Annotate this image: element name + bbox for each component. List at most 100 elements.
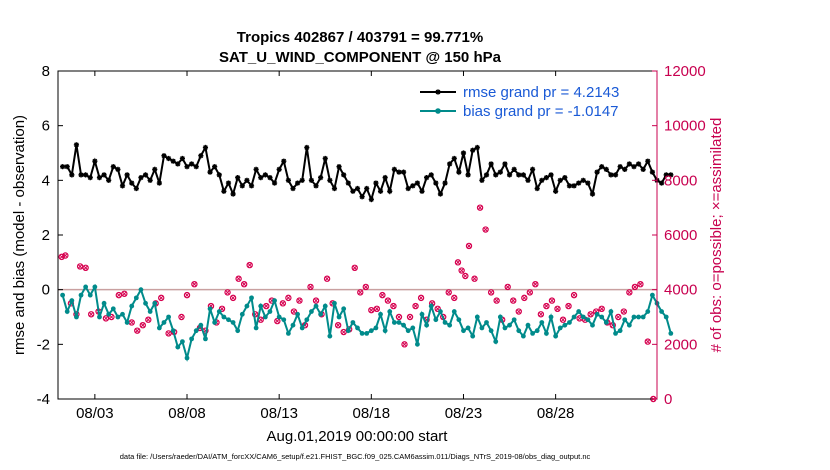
rmse-point	[414, 180, 420, 186]
bias-point	[631, 314, 637, 320]
obs-possible-marker	[183, 291, 191, 299]
rmse-point	[156, 180, 162, 186]
obs-possible-marker	[482, 226, 489, 233]
obs-assimilated-marker	[263, 303, 269, 309]
bias-point	[442, 320, 448, 325]
bias-point	[170, 328, 176, 334]
bias-point	[530, 331, 535, 336]
bias-point	[539, 320, 545, 325]
rmse-point	[179, 155, 186, 162]
obs-assimilated-marker	[565, 303, 572, 309]
obs-possible-marker	[362, 283, 369, 291]
rmse-point	[138, 175, 144, 181]
rmse-point	[239, 183, 245, 189]
x-tick-label: 08/03	[76, 405, 114, 422]
rmse-point	[244, 177, 250, 183]
bias-point	[152, 300, 158, 306]
rmse-point	[470, 147, 476, 153]
obs-possible-marker	[434, 305, 441, 312]
bias-point	[198, 322, 204, 328]
obs-possible-marker	[235, 275, 242, 282]
bias-point	[212, 320, 218, 325]
obs-assimilated-marker	[363, 284, 369, 290]
rmse-point	[635, 161, 642, 167]
rmse-point	[589, 191, 596, 197]
bias-point	[553, 333, 559, 339]
obs-assimilated-marker	[477, 205, 483, 211]
obs-possible-marker	[285, 294, 292, 302]
rmse-point	[142, 172, 149, 178]
obs-assimilated-marker	[158, 295, 164, 301]
obs-possible-marker	[334, 322, 342, 329]
rmse-point	[442, 180, 448, 186]
bias-point	[364, 331, 370, 336]
bias-point	[262, 314, 268, 320]
obs-assimilated-marker	[543, 303, 549, 309]
rmse-point	[359, 194, 365, 200]
bias-point	[322, 303, 328, 309]
obs-assimilated-marker	[494, 298, 500, 304]
legend-bias-marker	[435, 108, 441, 114]
rmse-point	[290, 185, 296, 192]
obs-assimilated-marker	[236, 276, 242, 282]
obs-assimilated-marker	[538, 311, 544, 317]
y2-axis-label: # of obs: o=possible; ×=assimilated	[708, 118, 725, 353]
rmse-point	[336, 164, 342, 170]
bias-point	[502, 325, 508, 331]
obs-assimilated-marker	[88, 311, 94, 317]
obs-possible-marker	[417, 294, 425, 302]
bias-point	[216, 309, 222, 314]
obs-assimilated-marker	[413, 303, 419, 309]
rmse-point	[184, 164, 190, 170]
bias-point	[516, 328, 522, 334]
rmse-point	[267, 175, 273, 181]
bias-point	[143, 300, 148, 306]
rmse-point	[313, 183, 319, 189]
obs-possible-marker	[229, 294, 237, 302]
bias-point	[359, 331, 365, 336]
bias-point	[203, 336, 208, 342]
bias-point	[461, 328, 466, 334]
rmse-point	[299, 177, 305, 183]
rmse-point	[152, 166, 158, 172]
bias-point	[249, 295, 254, 301]
rmse-point	[433, 180, 439, 186]
obs-possible-marker	[462, 272, 469, 280]
rmse-point	[69, 172, 75, 178]
rmse-point	[350, 188, 356, 194]
bias-point	[603, 320, 609, 325]
obs-possible-marker	[565, 302, 572, 310]
obs-possible-marker	[412, 302, 419, 310]
rmse-point	[368, 196, 374, 203]
obs-assimilated-marker	[247, 262, 253, 268]
y-axis-label: rmse and bias (model - observation)	[11, 115, 28, 355]
bias-point	[396, 320, 402, 325]
bias-point	[184, 355, 190, 361]
obs-assimilated-marker	[645, 339, 651, 345]
bias-point	[138, 287, 144, 293]
obs-possible-marker	[526, 289, 534, 296]
rmse-point	[405, 185, 411, 192]
bias-point	[567, 320, 572, 325]
bias-point	[267, 309, 273, 314]
obs-assimilated-marker	[532, 281, 538, 287]
obs-assimilated-marker	[274, 318, 280, 324]
obs-assimilated-marker	[285, 295, 291, 301]
obs-assimilated-marker	[357, 289, 363, 295]
rmse-point	[566, 183, 573, 189]
bias-point	[156, 325, 162, 331]
bias-point	[226, 317, 231, 323]
obs-possible-marker	[445, 289, 452, 296]
obs-assimilated-marker	[466, 243, 472, 249]
bias-point	[663, 314, 669, 320]
obs-assimilated-marker	[62, 252, 68, 259]
obs-assimilated-marker	[230, 295, 236, 301]
rmse-point	[529, 166, 536, 172]
rmse-point	[424, 175, 430, 181]
bias-point	[373, 325, 379, 331]
obs-assimilated-marker	[280, 300, 286, 306]
bias-point	[253, 325, 259, 331]
rmse-point	[520, 172, 526, 178]
legend-bias-label: bias grand pr = -1.0147	[463, 103, 619, 120]
